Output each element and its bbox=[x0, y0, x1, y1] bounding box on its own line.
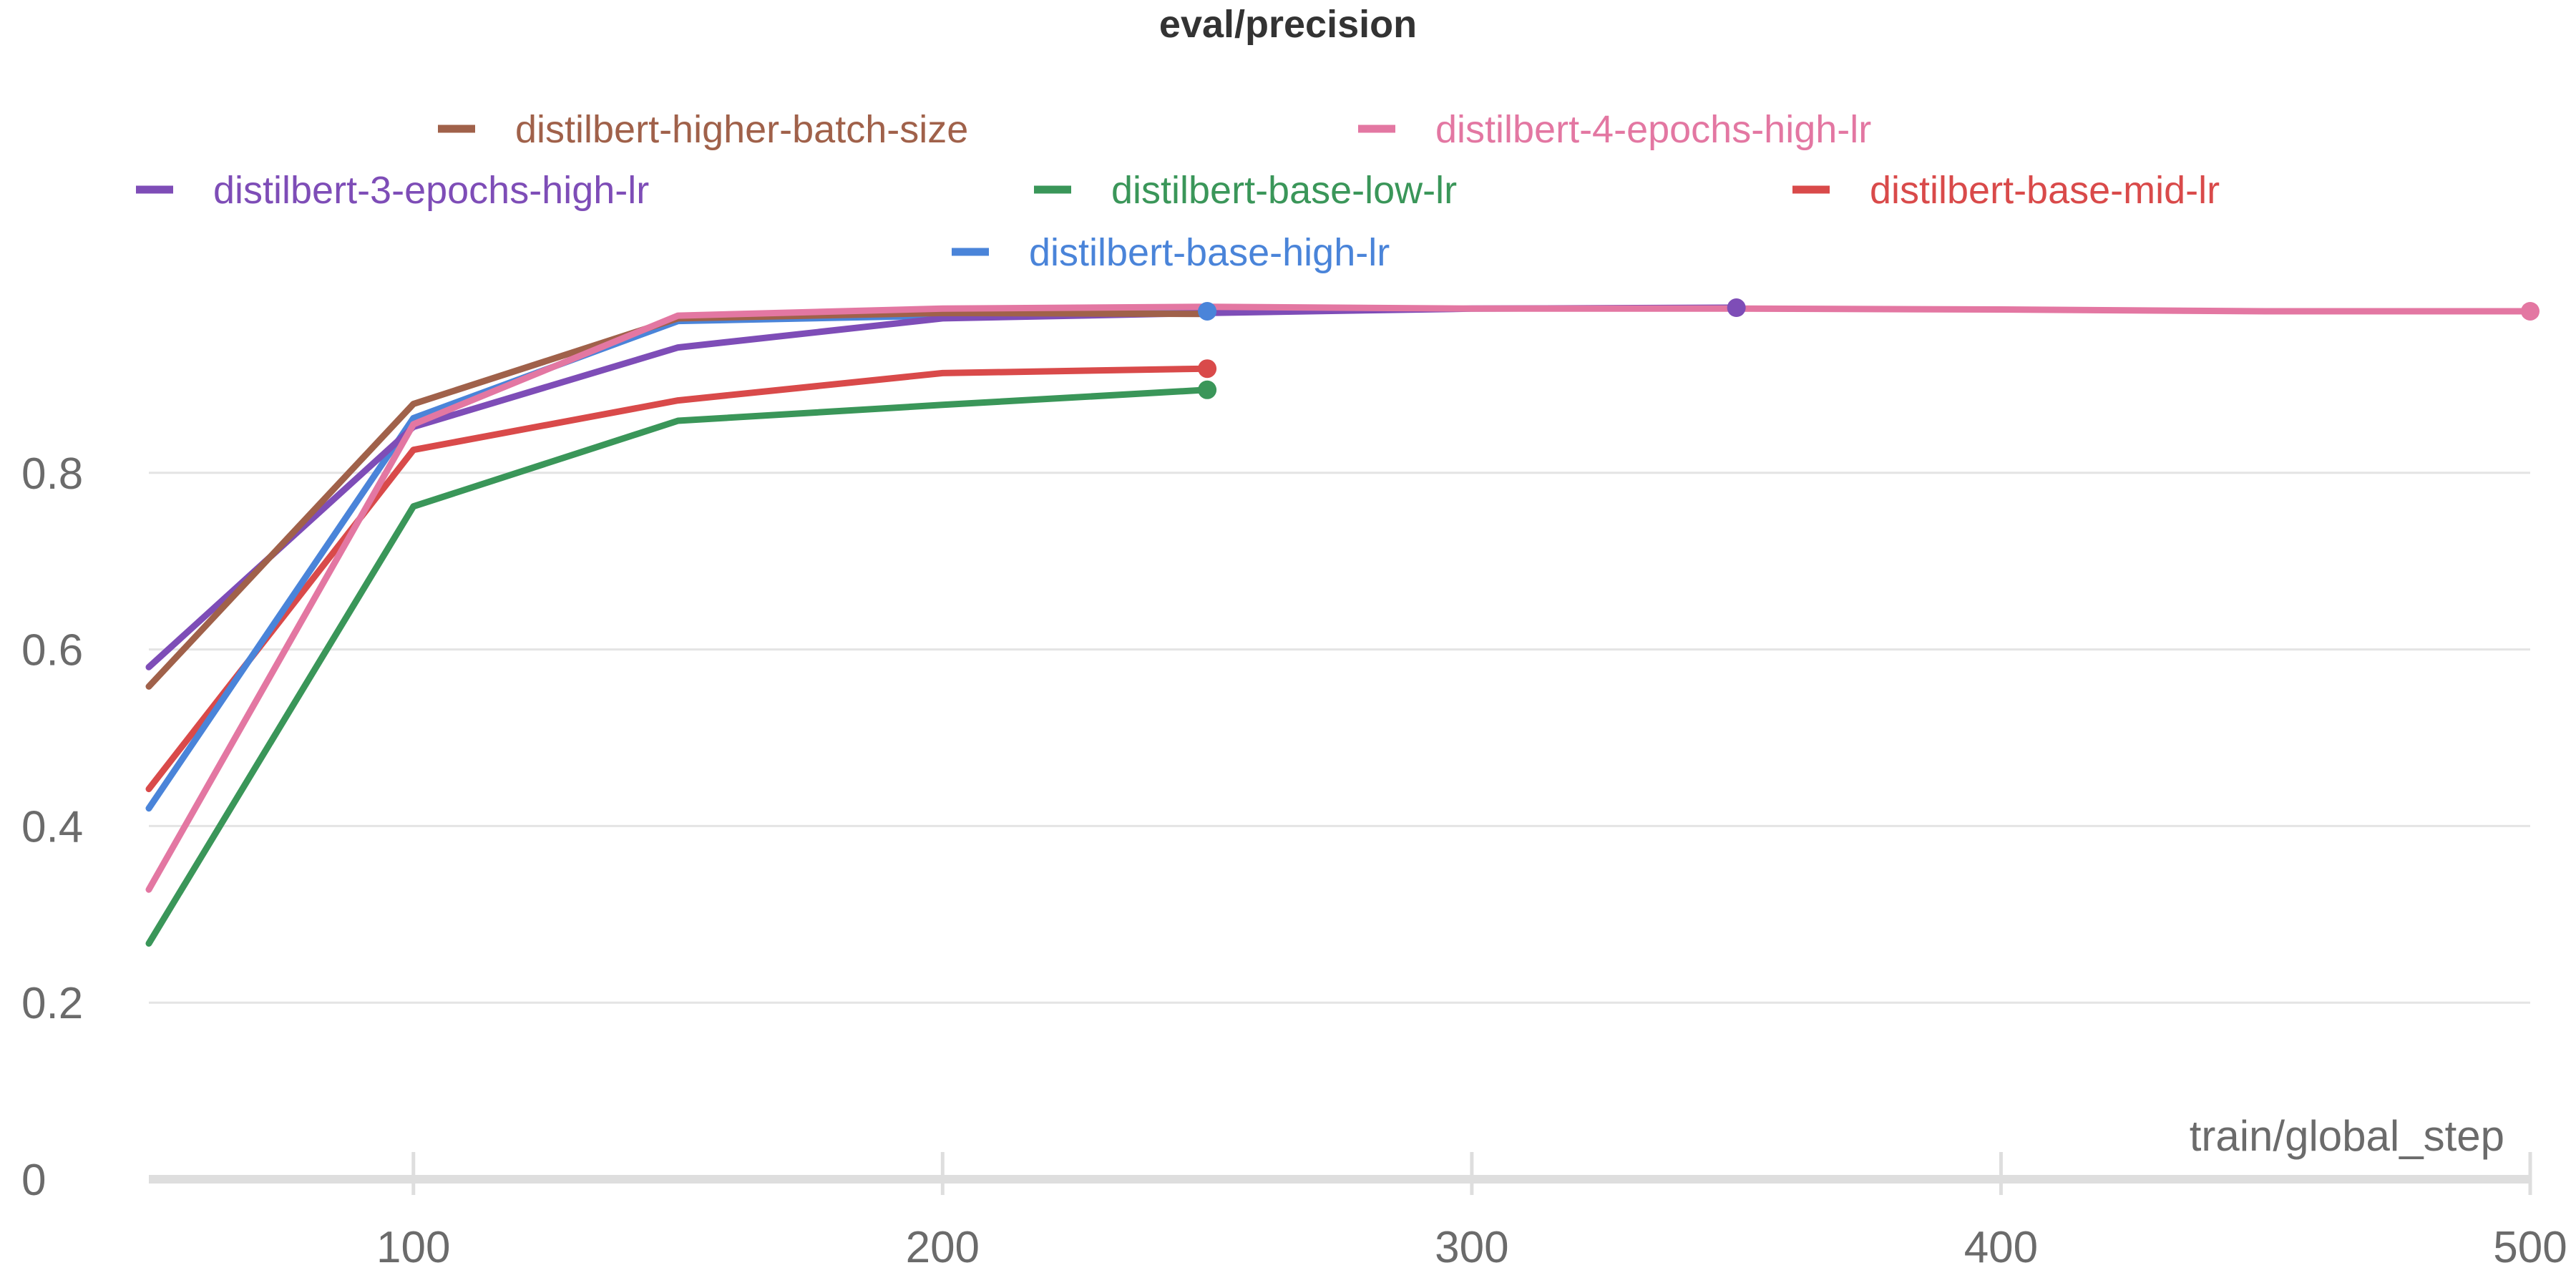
legend-item-distilbert-4-epochs-high-lr[interactable]: distilbert-4-epochs-high-lr bbox=[1358, 108, 1871, 151]
legend-item-distilbert-higher-batch-size[interactable]: distilbert-higher-batch-size bbox=[438, 108, 968, 151]
y-tick-label: 0.4 bbox=[21, 802, 83, 852]
y-tick-label: 0.2 bbox=[21, 979, 83, 1028]
legend-item-distilbert-base-low-lr[interactable]: distilbert-base-low-lr bbox=[1034, 169, 1457, 212]
series-end-marker-distilbert-4-epochs-high-lr bbox=[2521, 301, 2540, 321]
series-end-marker-distilbert-3-epochs-high-lr bbox=[1727, 298, 1746, 318]
x-tick-label: 300 bbox=[1435, 1223, 1508, 1272]
y-tick-label: 0.6 bbox=[21, 626, 83, 675]
x-tick-label: 400 bbox=[1964, 1223, 2038, 1272]
legend-label: distilbert-base-high-lr bbox=[1029, 231, 1390, 274]
grid-lines bbox=[149, 472, 2530, 1004]
series-line-distilbert-4-epochs-high-lr bbox=[145, 303, 2534, 893]
legend-label: distilbert-3-epochs-high-lr bbox=[213, 169, 649, 212]
series-line-distilbert-base-mid-lr bbox=[145, 365, 1211, 793]
series-end-marker-distilbert-base-mid-lr bbox=[1198, 359, 1217, 379]
y-tick-label: 0 bbox=[21, 1156, 46, 1205]
legend-label: distilbert-base-mid-lr bbox=[1870, 169, 2220, 212]
y-axis-tick-labels: 0 0.2 0.4 0.6 0.8 bbox=[21, 449, 83, 1205]
series-line-distilbert-base-low-lr bbox=[145, 386, 1211, 947]
series-end-marker-distilbert-base-low-lr bbox=[1198, 380, 1217, 399]
legend: distilbert-higher-batch-size distilbert-4… bbox=[136, 108, 2220, 274]
series-line-distilbert-base-high-lr bbox=[145, 308, 1211, 812]
legend-item-distilbert-base-high-lr[interactable]: distilbert-base-high-lr bbox=[952, 231, 1390, 274]
chart-title: eval/precision bbox=[1159, 3, 1417, 46]
x-tick-label: 500 bbox=[2493, 1223, 2567, 1272]
legend-item-distilbert-base-mid-lr[interactable]: distilbert-base-mid-lr bbox=[1792, 169, 2220, 212]
x-axis-title: train/global_step bbox=[2190, 1112, 2504, 1160]
legend-label: distilbert-higher-batch-size bbox=[515, 108, 968, 151]
x-axis-tick-labels: 100 200 300 400 500 bbox=[376, 1223, 2567, 1272]
legend-item-distilbert-3-epochs-high-lr[interactable]: distilbert-3-epochs-high-lr bbox=[136, 169, 649, 212]
y-tick-label: 0.8 bbox=[21, 449, 83, 499]
x-axis bbox=[149, 1152, 2532, 1195]
series-end-marker-distilbert-base-high-lr bbox=[1198, 301, 1217, 321]
series-lines bbox=[145, 303, 2534, 947]
legend-label: distilbert-4-epochs-high-lr bbox=[1435, 108, 1871, 151]
series-end-markers bbox=[1198, 298, 2540, 399]
x-tick-label: 200 bbox=[906, 1223, 980, 1272]
legend-label: distilbert-base-low-lr bbox=[1111, 169, 1457, 212]
x-tick-label: 100 bbox=[376, 1223, 450, 1272]
